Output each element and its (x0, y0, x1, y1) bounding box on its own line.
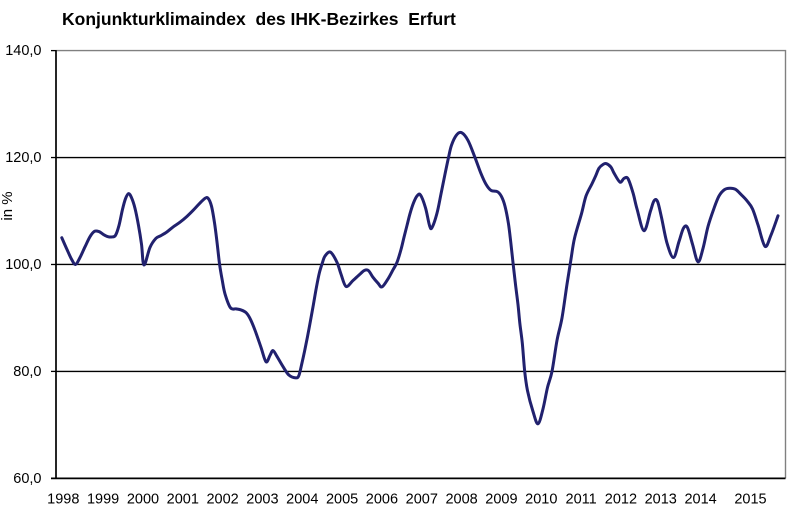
svg-text:1999: 1999 (87, 492, 119, 508)
svg-text:2002: 2002 (206, 492, 238, 508)
svg-text:2004: 2004 (286, 492, 318, 508)
svg-text:2005: 2005 (326, 492, 358, 508)
svg-text:2003: 2003 (246, 492, 278, 508)
svg-text:140,0: 140,0 (5, 43, 41, 59)
svg-text:2012: 2012 (605, 492, 637, 508)
svg-text:2010: 2010 (525, 492, 557, 508)
svg-text:2008: 2008 (445, 492, 477, 508)
svg-text:2013: 2013 (645, 492, 677, 508)
svg-text:80,0: 80,0 (13, 364, 41, 380)
svg-text:in %: in % (0, 191, 16, 220)
svg-text:2009: 2009 (485, 492, 517, 508)
svg-text:2014: 2014 (684, 492, 716, 508)
svg-text:2006: 2006 (366, 492, 398, 508)
svg-text:1998: 1998 (47, 492, 79, 508)
svg-text:60,0: 60,0 (13, 471, 41, 487)
svg-text:120,0: 120,0 (5, 150, 41, 166)
svg-text:2000: 2000 (127, 492, 159, 508)
svg-text:2011: 2011 (566, 492, 597, 508)
svg-text:100,0: 100,0 (5, 257, 41, 273)
svg-text:2015: 2015 (734, 492, 766, 508)
svg-text:2007: 2007 (406, 492, 438, 508)
svg-text:2001: 2001 (167, 492, 199, 508)
